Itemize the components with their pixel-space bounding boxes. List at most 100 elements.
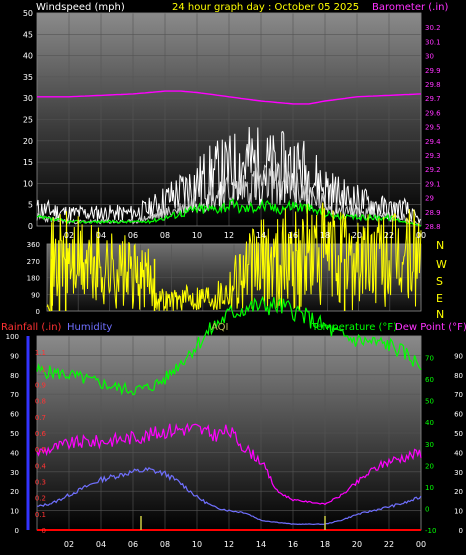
rain-y-tick: 0.8 [35, 398, 46, 406]
barometer-line [37, 90, 422, 105]
humidity-y-tick: 10 [10, 508, 19, 516]
baro-y-tick: 29.9 [425, 67, 441, 75]
compass-s: S [436, 275, 443, 288]
temp-y-tick: -10 [425, 527, 436, 535]
wind-x-tick: 04 [96, 231, 106, 240]
wind-x-tick: 08 [160, 231, 170, 240]
humidity-y-tick: 90 [10, 352, 19, 360]
temperature-label: Temperature (°F) [311, 322, 397, 333]
baro-y-tick: 29.8 [425, 81, 441, 89]
temp-y-tick: 70 [425, 355, 434, 363]
baro-y-tick: 29.1 [425, 180, 441, 188]
temp-x-tick: 08 [160, 540, 170, 549]
chart-title: 24 hour graph day : October 05 2025 [172, 2, 359, 13]
wind-y-tick: 35 [23, 73, 33, 82]
wind-x-tick: 16 [288, 231, 298, 240]
wind-x-tick: 06 [128, 231, 138, 240]
temp-y-tick: 10 [425, 484, 434, 492]
rain-y-tick: 0.5 [35, 446, 46, 454]
rain-y-tick: 0.2 [35, 495, 46, 503]
dir-y-tick: 360 [27, 241, 40, 249]
dir-y-tick: 0 [36, 308, 40, 316]
rain-y-tick: 0.3 [35, 479, 46, 487]
temp-x-tick: 16 [288, 540, 298, 549]
humidity-right-tick: 30 [454, 469, 463, 477]
baro-y-tick: 29.2 [425, 166, 441, 174]
wind-y-tick: 50 [23, 9, 33, 18]
wind-x-tick: 22 [384, 231, 394, 240]
baro-y-tick: 30.2 [425, 24, 441, 32]
temp-x-tick: 22 [384, 540, 394, 549]
humidity-right-tick: 90 [454, 352, 463, 360]
baro-y-tick: 29.6 [425, 109, 441, 117]
wind-y-tick: 15 [23, 158, 33, 167]
humidity-right-tick: 20 [454, 488, 463, 496]
humidity-right-tick: 10 [454, 508, 463, 516]
temp-x-tick: 10 [192, 540, 202, 549]
baro-y-tick: 29.4 [425, 138, 441, 146]
temp-y-tick: 50 [425, 398, 434, 406]
rain-y-tick: 0.4 [35, 462, 47, 470]
baro-y-tick: 30.1 [425, 38, 441, 46]
temp-x-tick: 00 [416, 540, 426, 549]
dewpoint-line [36, 422, 422, 506]
rain-y-tick: 0.9 [35, 382, 46, 390]
temp-x-tick: 14 [256, 540, 266, 549]
temp-y-tick: 0 [425, 505, 429, 513]
temp-x-tick: 20 [352, 540, 362, 549]
humidity-right-tick: 80 [454, 372, 463, 380]
gust-line [36, 126, 422, 224]
rain-y-tick: 1 [42, 365, 46, 373]
windspeed-line [36, 163, 422, 227]
rain-y-tick: 1.1 [35, 349, 46, 357]
humidity-y-tick: 60 [10, 411, 19, 419]
temp-x-tick: 02 [64, 540, 74, 549]
humidity-y-tick: 70 [10, 391, 19, 399]
humidity-y-tick: 30 [10, 469, 19, 477]
humidity-right-tick: 40 [454, 449, 463, 457]
temp-y-tick: 20 [425, 462, 434, 470]
baro-y-tick: 29 [425, 195, 434, 203]
humidity-y-tick: 20 [10, 488, 19, 496]
humidity-y-tick: 50 [10, 430, 19, 438]
dewpoint-label: Dew Point (°F) [395, 322, 466, 333]
dir-y-tick: 90 [31, 291, 40, 299]
temp-x-tick: 12 [224, 540, 234, 549]
rain-y-tick: 0.6 [35, 430, 47, 438]
compass-e: E [436, 292, 443, 305]
humidity-label: Humidity [67, 322, 112, 333]
rainfall-label: Rainfall (.in) [1, 322, 62, 333]
temp-y-tick: 40 [425, 419, 434, 427]
baro-y-tick: 28.9 [425, 209, 441, 217]
humidity-right-tick: 50 [454, 430, 463, 438]
temperature-line [36, 295, 422, 396]
temp-x-tick: 06 [128, 540, 138, 549]
wind-y-tick: 10 [23, 179, 33, 188]
wind-y-tick: 25 [23, 116, 33, 125]
humidity-y-tick: 40 [10, 449, 19, 457]
wind-x-tick: 10 [192, 231, 202, 240]
wind-x-tick: 18 [320, 231, 330, 240]
temp-x-tick: 18 [320, 540, 330, 549]
humidity-right-tick: 70 [454, 391, 463, 399]
dir-y-tick: 270 [27, 258, 40, 266]
humidity-y-tick: 100 [6, 333, 19, 341]
wind-x-tick: 12 [224, 231, 234, 240]
wind-y-tick: 45 [23, 30, 33, 39]
wind-x-tick: 14 [256, 231, 266, 240]
baro-y-tick: 29.7 [425, 95, 441, 103]
wind-y-tick: 30 [23, 94, 33, 103]
baro-y-tick: 28.8 [425, 223, 441, 231]
humidity-y-tick: 0 [15, 527, 19, 535]
baro-y-tick: 29.5 [425, 124, 441, 132]
rain-y-tick: 0.1 [35, 511, 46, 519]
humidity-y-tick: 80 [10, 372, 19, 380]
wind-average-line [36, 197, 422, 227]
wind-y-tick: 20 [23, 137, 33, 146]
baro-y-tick: 29.3 [425, 152, 441, 160]
temp-y-tick: 60 [425, 376, 434, 384]
aqi-label: AQI [211, 322, 229, 333]
compass-n-bottom: N [436, 308, 444, 321]
wind-y-tick: 0 [28, 222, 33, 231]
